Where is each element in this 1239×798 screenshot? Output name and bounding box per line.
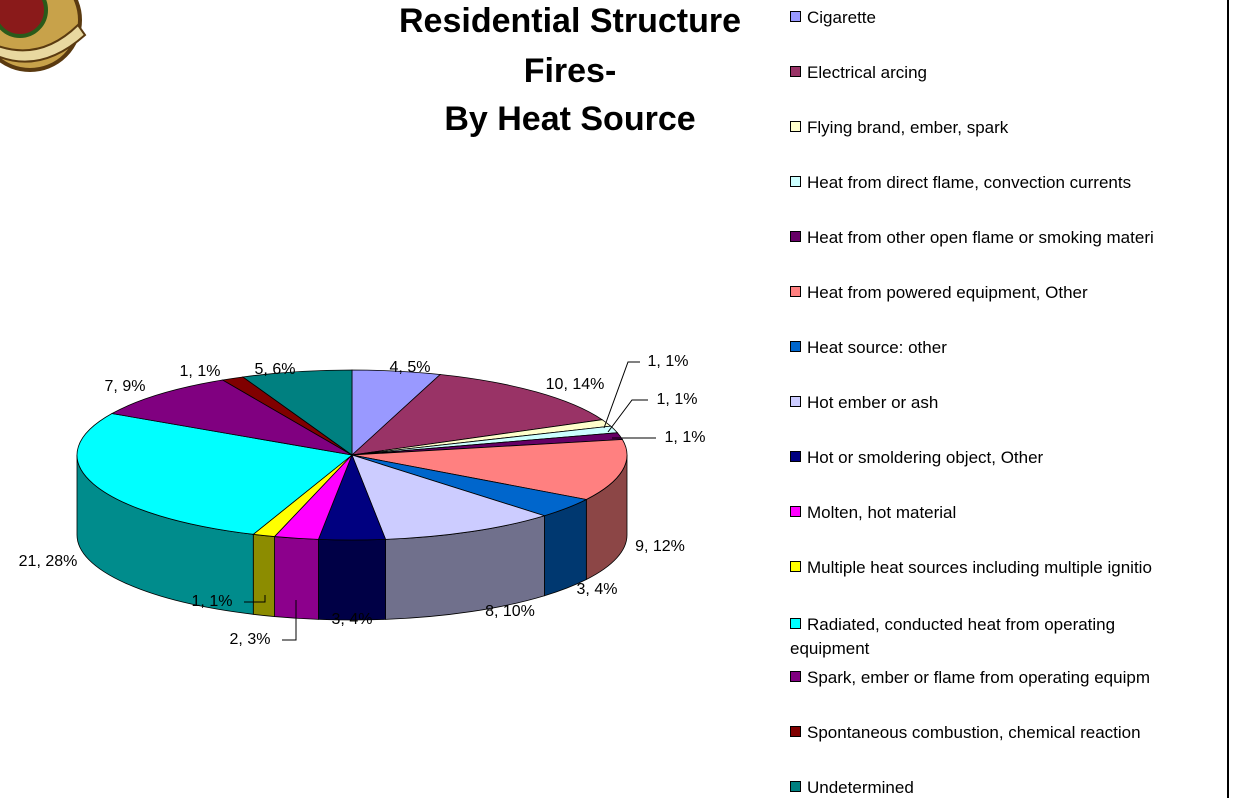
legend-swatch bbox=[790, 618, 801, 629]
legend-swatch bbox=[790, 396, 801, 407]
slice bbox=[76, 413, 353, 535]
slice bbox=[351, 439, 628, 500]
legend-swatch bbox=[790, 781, 801, 792]
legend-swatch bbox=[790, 176, 801, 187]
legend-item: Heat from other open flame or smoking ma… bbox=[790, 228, 1225, 248]
data-label: 5, 6% bbox=[255, 361, 296, 378]
leader-line bbox=[282, 600, 297, 641]
legend-label: Multiple heat sources including multiple… bbox=[807, 558, 1152, 577]
legend-label: Heat source: other bbox=[807, 338, 947, 357]
legend-label: Molten, hot material bbox=[807, 503, 957, 522]
legend-item: Multiple heat sources including multiple… bbox=[790, 558, 1225, 578]
legend-swatch bbox=[790, 561, 801, 572]
legend-label: Hot ember or ash bbox=[807, 393, 939, 412]
legend-swatch bbox=[790, 286, 801, 297]
legend-item: Hot ember or ash bbox=[790, 393, 1225, 413]
data-label: 8, 10% bbox=[485, 603, 535, 620]
legend-swatch bbox=[790, 506, 801, 517]
slice-side bbox=[318, 538, 386, 621]
legend-label: Undetermined bbox=[807, 778, 914, 797]
data-label: 21, 28% bbox=[19, 553, 78, 570]
legend-item: Spark, ember or flame from operating equ… bbox=[790, 668, 1225, 688]
slice bbox=[351, 454, 546, 540]
legend-label: Cigarette bbox=[807, 8, 876, 27]
legend-swatch bbox=[790, 66, 801, 77]
data-label: 1, 1% bbox=[657, 391, 698, 408]
slice bbox=[350, 374, 604, 456]
data-label: 3, 4% bbox=[332, 611, 373, 628]
legend-label: Flying brand, ember, spark bbox=[807, 118, 1009, 137]
chart-title: By Heat Source bbox=[444, 100, 696, 138]
legend-label: Spontaneous combustion, chemical reactio… bbox=[807, 723, 1141, 742]
logo bbox=[0, 0, 87, 72]
data-label: 4, 5% bbox=[390, 359, 431, 376]
legend-swatch bbox=[790, 341, 801, 352]
legend-swatch bbox=[790, 11, 801, 22]
data-label: 9, 12% bbox=[635, 538, 685, 555]
legend-item: Heat source: other bbox=[790, 338, 1225, 358]
legend-swatch bbox=[790, 671, 801, 682]
data-label: 1, 1% bbox=[665, 429, 706, 446]
legend-label: Hot or smoldering object, Other bbox=[807, 448, 1044, 467]
legend-item: Heat from powered equipment, Other bbox=[790, 283, 1225, 303]
legend-swatch bbox=[790, 121, 801, 132]
data-label: 1, 1% bbox=[648, 353, 689, 370]
data-label: 2, 3% bbox=[230, 631, 271, 648]
legend-item: Electrical arcing bbox=[790, 63, 1225, 83]
legend-label: Electrical arcing bbox=[807, 63, 927, 82]
slice bbox=[241, 369, 353, 456]
data-label: 10, 14% bbox=[546, 376, 605, 393]
legend-label: Spark, ember or flame from operating equ… bbox=[807, 668, 1150, 687]
slice bbox=[110, 379, 353, 456]
data-label: 3, 4% bbox=[577, 581, 618, 598]
chart-title: Residential Structure bbox=[399, 2, 741, 40]
legend-item: Heat from direct flame, convection curre… bbox=[790, 173, 1225, 193]
leader-line bbox=[244, 595, 266, 603]
legend-item: Undetermined bbox=[790, 778, 1225, 798]
legend-item: Hot or smoldering object, Other bbox=[790, 448, 1225, 468]
legend-item: Spontaneous combustion, chemical reactio… bbox=[790, 723, 1225, 743]
chart-title: Fires- bbox=[523, 52, 617, 90]
legend-item: Molten, hot material bbox=[790, 503, 1225, 523]
data-label: 1, 1% bbox=[192, 593, 233, 610]
leader-line bbox=[607, 399, 648, 433]
legend-label: Heat from powered equipment, Other bbox=[807, 283, 1088, 302]
data-label: 7, 9% bbox=[105, 378, 146, 395]
legend-label: Heat from other open flame or smoking ma… bbox=[807, 228, 1154, 247]
legend-swatch bbox=[790, 231, 801, 242]
legend-item: Flying brand, ember, spark bbox=[790, 118, 1225, 138]
legend-item: Cigarette bbox=[790, 8, 1225, 28]
legend-label: Heat from direct flame, convection curre… bbox=[807, 173, 1132, 192]
slice-side bbox=[252, 533, 275, 617]
leader-line bbox=[603, 361, 640, 429]
legend-label: Radiated, conducted heat from operating … bbox=[790, 615, 1116, 658]
legend-swatch bbox=[790, 451, 801, 462]
legend-item: Radiated, conducted heat from operating … bbox=[790, 613, 1190, 661]
legend-swatch bbox=[790, 726, 801, 737]
data-label: 1, 1% bbox=[180, 363, 221, 380]
